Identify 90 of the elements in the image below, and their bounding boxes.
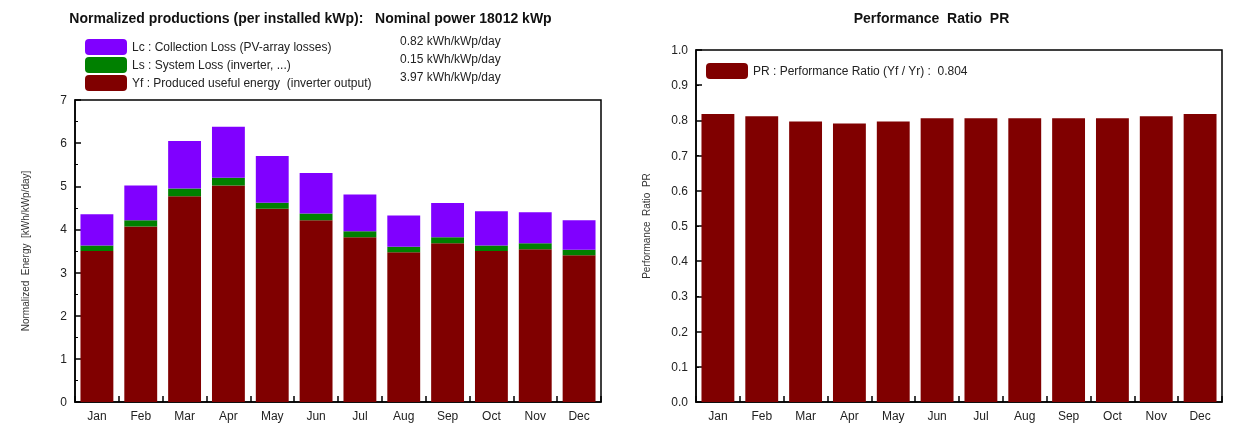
bar [562, 220, 596, 250]
bar [562, 255, 596, 402]
y-tick-label: 0.9 [671, 78, 689, 93]
bar [80, 214, 114, 246]
y-tick-label: 1 [60, 351, 68, 366]
bar [299, 220, 333, 402]
x-tick-label: May [881, 409, 905, 423]
x-tick-label: Mar [795, 409, 816, 423]
y-tick-label: 1.0 [671, 43, 689, 57]
y-tick-label: 0.8 [671, 113, 689, 128]
x-tick-label: Aug [393, 409, 415, 423]
text: 3.97 kWh/kWp/day [400, 70, 501, 84]
y-tick-label: 6 [60, 136, 68, 151]
x-tick-label: Feb [130, 409, 152, 423]
bar [474, 245, 508, 251]
y-axis-title: Performance Ratio PR [640, 173, 652, 279]
bar [168, 140, 202, 189]
x-tick-label: May [260, 409, 284, 423]
bar [431, 237, 465, 244]
legend-label: Ls : System Loss (inverter, ...) [132, 58, 291, 72]
text: 0.82 kWh/kWp/day [400, 34, 501, 48]
bar [255, 202, 289, 209]
bar [518, 249, 552, 402]
bar [518, 212, 552, 244]
y-tick-label: 0.7 [671, 148, 689, 163]
y-tick-label: 3 [60, 265, 68, 280]
legend-label: PR : Performance Ratio (Yf / Yr) : 0.804 [753, 64, 968, 78]
y-axis-title: Normalized Energy [kWh/kWp/day] [19, 170, 31, 332]
x-tick-label: Oct [1103, 409, 1123, 423]
bar [343, 237, 377, 402]
y-tick-label: 2 [60, 308, 68, 323]
text: 0.15 kWh/kWp/day [400, 52, 501, 66]
y-tick-label: 0.5 [671, 219, 689, 233]
x-tick-label: Jun [927, 409, 947, 423]
y-tick-label: 0.4 [671, 254, 689, 269]
x-tick-label: Apr [840, 409, 859, 423]
bar [255, 208, 289, 402]
bar [168, 196, 202, 402]
x-tick-label: Aug [1014, 409, 1036, 423]
bar [431, 243, 465, 402]
legend-label: Lc : Collection Loss (PV-array losses) [132, 40, 332, 54]
bar [343, 194, 377, 232]
bar [343, 231, 377, 238]
bar [387, 215, 421, 247]
x-tick-label: Dec [568, 409, 590, 423]
y-tick-label: 0.6 [671, 183, 689, 198]
bar [255, 156, 289, 203]
x-tick-label: Jul [352, 409, 368, 423]
y-tick-label: 0.0 [671, 395, 689, 409]
x-tick-label: Sep [1057, 409, 1080, 423]
x-tick-label: Feb [751, 409, 773, 423]
chart-title: Normalized productions (per installed kWp): Nominal power 18012 kWp [69, 10, 552, 26]
bar [80, 251, 114, 402]
x-tick-label: Apr [219, 409, 238, 423]
x-tick-label: Jan [708, 409, 728, 423]
chart-title: Performance Ratio PR [853, 10, 1010, 26]
bar [299, 213, 333, 221]
y-tick-label: 4 [60, 222, 68, 237]
y-tick-label: 0 [60, 395, 68, 409]
x-tick-label: Oct [482, 409, 502, 423]
bar [211, 126, 245, 178]
y-tick-label: 0.1 [671, 359, 689, 374]
y-tick-label: 7 [60, 93, 68, 107]
bar [124, 185, 158, 221]
bar [211, 185, 245, 402]
x-tick-label: Sep [436, 409, 459, 423]
bar [211, 177, 245, 186]
x-tick-label: Nov [1145, 409, 1167, 423]
x-tick-label: Jan [87, 409, 107, 423]
bar [80, 245, 114, 251]
bar [518, 243, 552, 250]
y-tick-label: 0.3 [671, 289, 689, 304]
bar [168, 188, 202, 197]
bar [474, 251, 508, 402]
bar [387, 246, 421, 253]
bar [387, 252, 421, 402]
x-tick-label: Jun [306, 409, 326, 423]
legend-label: Yf : Produced useful energy (inverter output) [132, 76, 372, 90]
bar [431, 203, 465, 238]
x-tick-label: Jul [973, 409, 989, 423]
bar [562, 249, 596, 256]
x-tick-label: Mar [174, 409, 195, 423]
bar [474, 211, 508, 246]
bar [124, 220, 158, 227]
y-tick-label: 5 [60, 179, 68, 194]
x-tick-label: Nov [524, 409, 546, 423]
y-tick-label: 0.2 [671, 324, 689, 339]
x-tick-label: Dec [1189, 409, 1211, 423]
bar [124, 226, 158, 402]
bar [299, 172, 333, 214]
